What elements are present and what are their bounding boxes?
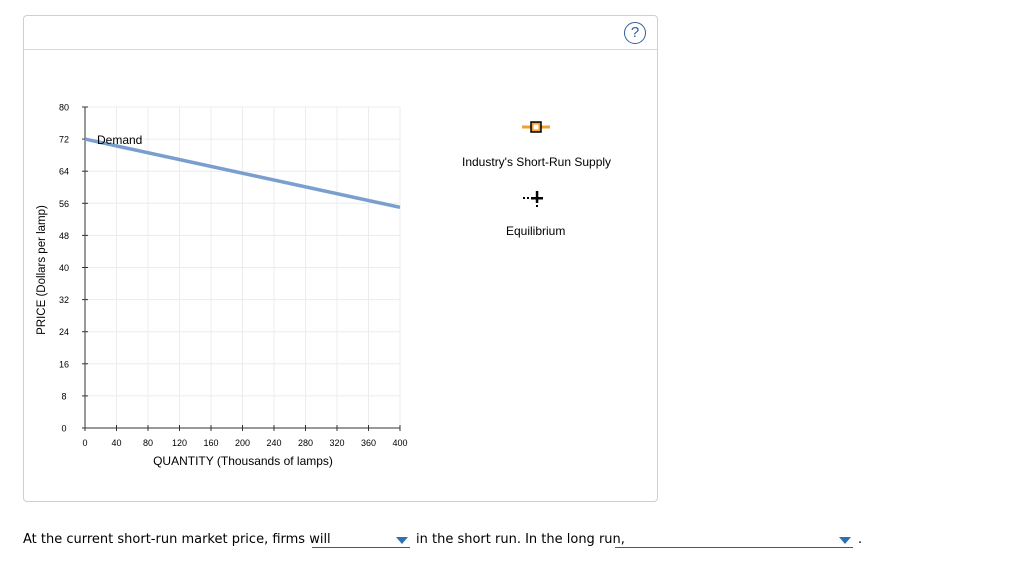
x-tick-label: 80 <box>143 438 153 448</box>
graph-panel: ? <box>23 15 658 502</box>
x-tick-label: 120 <box>172 438 187 448</box>
x-tick-label: 160 <box>203 438 218 448</box>
y-tick-label: 80 <box>59 103 69 113</box>
y-tick-label: 56 <box>59 199 69 209</box>
chart-grid <box>84 106 401 429</box>
x-tick-label: 280 <box>298 438 313 448</box>
demand-line <box>84 137 401 210</box>
help-button[interactable]: ? <box>624 22 646 44</box>
equilibrium-tool-icon[interactable] <box>520 188 552 210</box>
x-tick-label: 400 <box>392 438 407 448</box>
y-tick-label: 48 <box>59 231 69 241</box>
x-tick-label: 0 <box>82 438 87 448</box>
x-axis-label: QUANTITY (Thousands of lamps) <box>153 454 333 468</box>
supply-legend-label: Industry's Short-Run Supply <box>462 155 612 169</box>
y-tick-label: 8 <box>61 391 66 401</box>
y-tick-label: 0 <box>61 424 66 434</box>
chevron-down-icon <box>396 537 408 544</box>
series-label-demand: Demand <box>97 133 142 147</box>
y-tick-label: 24 <box>59 327 69 337</box>
supply-tool-icon[interactable] <box>520 118 552 136</box>
y-tick-label: 72 <box>59 135 69 145</box>
y-tick-label: 40 <box>59 263 69 273</box>
panel-header: ? <box>24 16 657 50</box>
y-tick-label: 16 <box>59 359 69 369</box>
x-tick-label: 40 <box>111 438 121 448</box>
y-tick-label: 32 <box>59 295 69 305</box>
equilibrium-legend-label: Equilibrium <box>506 224 566 238</box>
question-text-part2: in the short run. In the long run, <box>416 532 625 547</box>
dropdown-short-run[interactable] <box>312 530 410 548</box>
question-text-part3: . <box>858 532 863 547</box>
x-tick-label: 240 <box>266 438 281 448</box>
y-axis-label: PRICE (Dollars per lamp) <box>36 205 48 335</box>
x-tick-label: 360 <box>361 438 376 448</box>
chart-series <box>84 137 401 210</box>
question-text-part1: At the current short-run market price, f… <box>23 532 331 547</box>
x-tick-label: 320 <box>329 438 344 448</box>
y-tick-label: 64 <box>59 167 69 177</box>
chart-ticks: 0 8 16 24 32 40 48 56 64 72 80 0 40 80 120 160 200 240 280… <box>59 103 408 449</box>
x-tick-label: 200 <box>235 438 250 448</box>
dropdown-long-run[interactable] <box>615 530 853 548</box>
chevron-down-icon <box>839 537 851 544</box>
